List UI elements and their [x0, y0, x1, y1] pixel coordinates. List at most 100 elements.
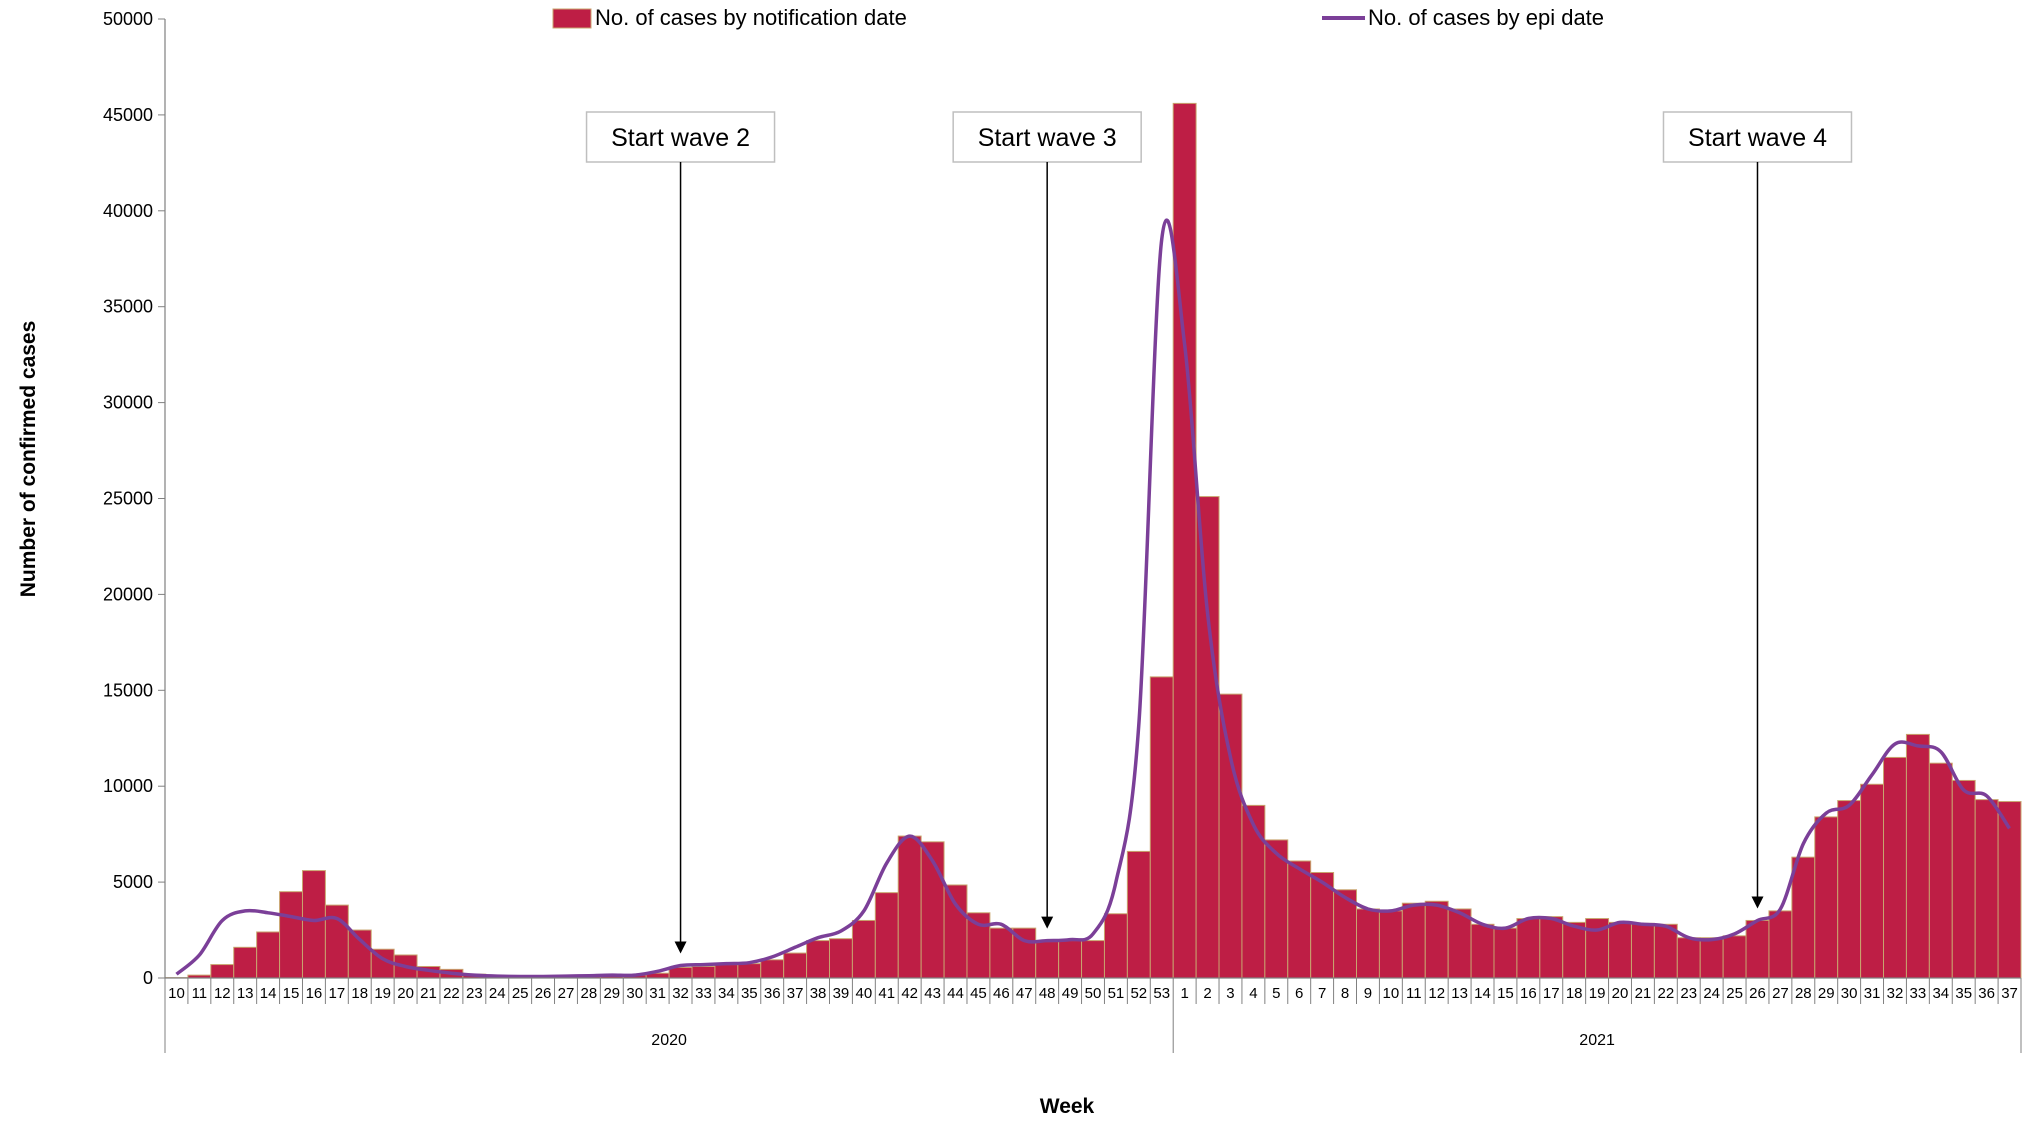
- bar: [1447, 908, 1472, 979]
- bar: [1768, 910, 1793, 979]
- x-tick-label: 22: [1657, 985, 1674, 1002]
- bar: [1378, 910, 1403, 979]
- x-tick-label: 21: [1635, 985, 1652, 1002]
- bar: [1837, 800, 1862, 979]
- y-tick-label: 40000: [103, 201, 153, 221]
- bar: [1608, 921, 1632, 979]
- bar: [1974, 799, 1999, 979]
- x-tick-label: 7: [1318, 985, 1326, 1002]
- x-tick-label: 23: [1680, 985, 1697, 1002]
- x-tick-label: 27: [1772, 985, 1789, 1002]
- bar: [210, 964, 235, 979]
- x-tick-label: 32: [1887, 985, 1904, 1002]
- x-tick-label: 13: [1451, 985, 1468, 1002]
- axes: [164, 19, 2021, 979]
- bar: [1562, 921, 1587, 979]
- y-tick-label: 15000: [103, 680, 153, 700]
- y-axis-ticks: 0 5000 10000 15000 20000 25000 30000 35000 40000…: [103, 9, 165, 988]
- x-tick-label: 24: [489, 985, 506, 1002]
- x-tick-label: 28: [1795, 985, 1812, 1002]
- y-tick-label: 20000: [103, 584, 153, 604]
- epi-date-line: [175, 218, 2011, 979]
- bar: [1791, 856, 1816, 979]
- callout-arrowhead: [1751, 896, 1764, 909]
- x-tick-label: 11: [1406, 985, 1422, 1002]
- x-axis-ticks: 10 11 12 13 14 15 16 17 18 19 20 21 22 23 24 25 26 27 28 29…: [164, 978, 2022, 1053]
- x-tick-label: 17: [1543, 985, 1560, 1002]
- x-tick-label: 18: [1566, 985, 1583, 1002]
- bar: [1883, 756, 1907, 979]
- x-tick-label: 43: [924, 985, 941, 1002]
- bar: [1218, 693, 1243, 979]
- bar: [1081, 940, 1105, 979]
- x-tick-label: 35: [1955, 985, 1972, 1002]
- bar: [897, 835, 922, 979]
- bar: [943, 884, 968, 979]
- bar: [1287, 860, 1312, 979]
- bar: [1630, 922, 1655, 979]
- y-tick-label: 0: [143, 968, 153, 988]
- bar: [989, 927, 1014, 979]
- x-tick-label: 13: [237, 985, 254, 1002]
- x-tick-label: 36: [764, 985, 781, 1002]
- x-tick-label: 5: [1272, 985, 1280, 1002]
- x-tick-label: 17: [329, 985, 346, 1002]
- y-tick-label: 50000: [103, 9, 153, 29]
- x-tick-label: 4: [1249, 985, 1257, 1002]
- bar: [874, 892, 899, 979]
- x-tick-label: 14: [260, 985, 277, 1002]
- bar: [1058, 940, 1083, 979]
- x-tick-label: 16: [306, 985, 323, 1002]
- y-tick-label: 10000: [103, 776, 153, 796]
- y-tick-label: 35000: [103, 297, 153, 317]
- x-tick-label: 31: [1864, 985, 1881, 1002]
- bar: [256, 931, 281, 979]
- bar: [1172, 102, 1197, 979]
- x-tick-label: 51: [1108, 985, 1125, 1002]
- bar: [1814, 816, 1839, 979]
- bar: [1653, 923, 1678, 979]
- x-tick-label: 35: [741, 985, 758, 1002]
- bar: [1356, 908, 1380, 979]
- callout-arrowhead: [1041, 916, 1054, 929]
- bar: [1103, 913, 1128, 979]
- y-tick-label: 45000: [103, 105, 153, 125]
- x-tick-label: 20: [397, 985, 414, 1002]
- wave-annotations: Start wave 2 Start wave 3 Start wave 4: [585, 111, 1853, 954]
- x-tick-label: 10: [168, 985, 185, 1002]
- y-axis-title: Number of confirmed cases: [17, 321, 40, 598]
- x-tick-label: 15: [1497, 985, 1514, 1002]
- bar: [806, 940, 830, 979]
- callout-arrowhead: [674, 941, 687, 954]
- x-tick-label: 52: [1130, 985, 1147, 1002]
- bar: [1516, 918, 1541, 979]
- x-axis-title: Week: [1040, 1095, 1095, 1118]
- x-tick-label: 47: [1016, 985, 1033, 1002]
- bar: [1951, 779, 1976, 979]
- x-tick-label: 49: [1062, 985, 1079, 1002]
- x-tick-label: 29: [603, 985, 620, 1002]
- x-tick-label: 33: [1910, 985, 1927, 1002]
- legend-label-notification: No. of cases by notification date: [595, 5, 907, 30]
- bar: [1241, 804, 1266, 979]
- legend: No. of cases by notification date No. of…: [552, 5, 1604, 30]
- legend-label-epi: No. of cases by epi date: [1368, 5, 1604, 30]
- x-tick-label: 19: [374, 985, 391, 1002]
- x-tick-label: 34: [1932, 985, 1949, 1002]
- x-tick-label: 2: [1203, 985, 1211, 1002]
- bar: [1905, 733, 1930, 979]
- x-tick-label: 15: [283, 985, 300, 1002]
- x-tick-label: 50: [1085, 985, 1102, 1002]
- x-tick-label: 37: [787, 985, 804, 1002]
- x-tick-label: 26: [1749, 985, 1766, 1002]
- x-tick-label: 30: [1841, 985, 1858, 1002]
- bar: [1860, 783, 1885, 979]
- y-tick-label: 5000: [113, 872, 153, 892]
- bar: [851, 919, 876, 979]
- bar: [1126, 850, 1151, 979]
- bar: [760, 959, 785, 979]
- x-tick-label: 42: [901, 985, 918, 1002]
- x-tick-label: 1: [1180, 985, 1188, 1002]
- year-label: 2020: [651, 1032, 687, 1049]
- x-tick-label: 20: [1612, 985, 1629, 1002]
